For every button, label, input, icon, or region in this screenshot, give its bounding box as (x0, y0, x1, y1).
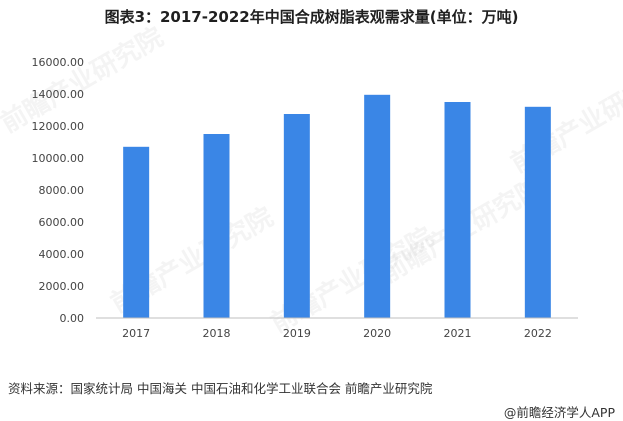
x-tick-label: 2021 (444, 327, 472, 340)
bar-2020 (364, 94, 391, 318)
y-tick-label: 4000.00 (39, 248, 85, 261)
bars (123, 94, 551, 318)
y-tick-label: 16000.00 (32, 56, 85, 69)
y-tick-label: 0.00 (60, 312, 85, 325)
chart-title: 图表3：2017-2022年中国合成树脂表观需求量(单位：万吨) (104, 8, 519, 26)
bar-2017 (123, 146, 150, 318)
x-tick-label: 2019 (283, 327, 311, 340)
y-tick-label: 2000.00 (39, 280, 85, 293)
bar-2022 (524, 106, 551, 318)
bar-2018 (203, 134, 230, 318)
y-tick-label: 8000.00 (39, 184, 85, 197)
y-tick-label: 14000.00 (32, 88, 85, 101)
x-tick-label: 2018 (203, 327, 231, 340)
y-tick-label: 6000.00 (39, 216, 85, 229)
x-tick-label: 2020 (363, 327, 391, 340)
x-tick-label: 2022 (524, 327, 552, 340)
y-axis-ticks: 0.00 2000.00 4000.00 6000.00 8000.00 10000.00… (32, 56, 85, 325)
bar-2021 (444, 102, 471, 318)
brand-footer: @前瞻经济学人APP (504, 402, 615, 421)
y-tick-label: 10000.00 (32, 152, 85, 165)
brand-label: @前瞻经济学人APP (503, 405, 615, 420)
x-tick-label: 2017 (122, 327, 150, 340)
y-tick-label: 12000.00 (32, 120, 85, 133)
source-note: 资料来源：国家统计局 中国海关 中国石油和化学工业联合会 前瞻产业研究院 (8, 381, 433, 396)
bar-2019 (283, 114, 310, 318)
x-axis-ticks: 2017 2018 2019 2020 2021 2022 (122, 327, 552, 340)
